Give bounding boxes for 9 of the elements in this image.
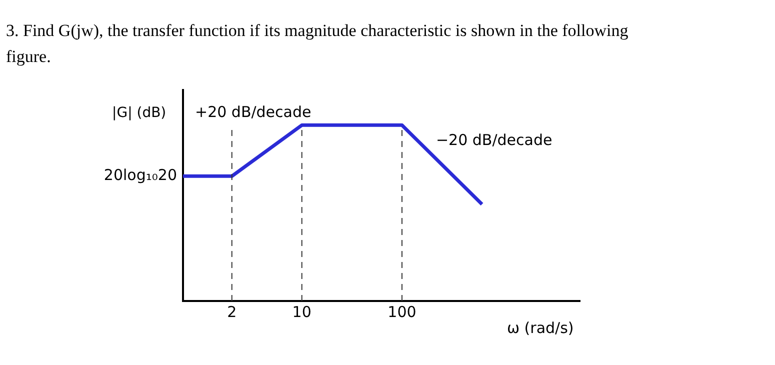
y-axis-title: |G| (dB) [112,105,166,121]
annotation: −20 dB/decade [436,131,552,150]
chart-title: 3. Find G(jw), the transfer function if its magnitude characteristic is shown in the following figure. [5,20,630,68]
x-tick-label: 10 [292,302,312,321]
x-tick-label: 2 [227,302,237,321]
x-tick-label: 100 [388,302,416,321]
text: +20 dB/decade [195,103,312,122]
x-axis-title: ω (rad/s) [506,318,574,337]
text: 20log₁₀20 [104,166,177,184]
